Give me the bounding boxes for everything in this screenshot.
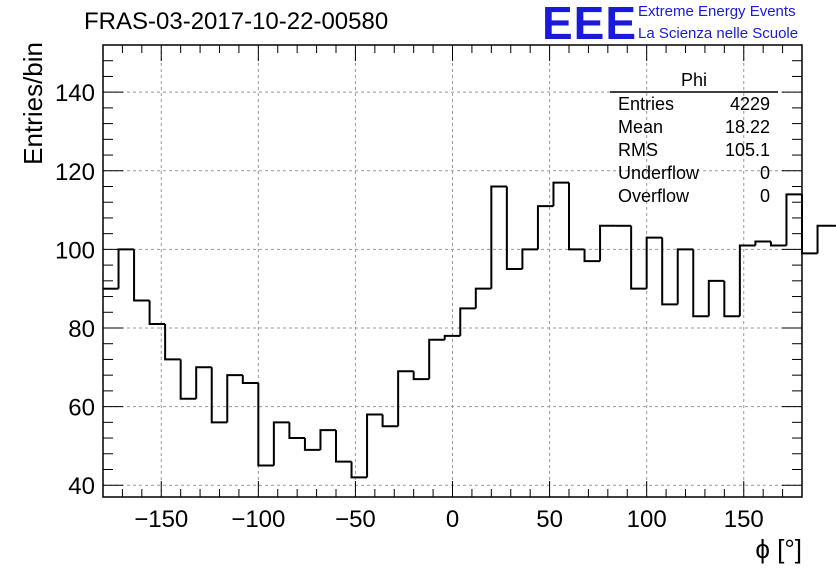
histogram-bin	[412, 371, 430, 381]
stats-value: 105.1	[725, 140, 770, 160]
eee-logo: EEE	[542, 0, 638, 49]
x-tick-label: 0	[446, 506, 459, 533]
histogram-bin	[459, 307, 476, 336]
histogram-bin	[117, 248, 135, 289]
stats-value: 0	[760, 163, 770, 183]
logo-caption-line1: Extreme Energy Events	[638, 3, 796, 20]
histogram-bin	[272, 421, 290, 466]
histogram-bin	[568, 182, 585, 251]
x-tick-label: 150	[724, 506, 764, 533]
histogram-bin	[303, 438, 321, 451]
stats-label: Underflow	[618, 163, 700, 183]
histogram-bin	[505, 186, 523, 271]
histogram-bin	[381, 414, 399, 428]
stats-label: RMS	[618, 140, 658, 160]
histogram-bin	[133, 249, 150, 302]
histogram-bin	[164, 324, 181, 361]
histogram-bin	[335, 430, 352, 463]
histogram-bin	[599, 224, 616, 262]
histogram-bin	[769, 241, 787, 247]
stats-value: 4229	[730, 94, 770, 114]
x-tick-label: 50	[536, 506, 563, 533]
histogram-bin	[490, 185, 507, 289]
histogram-bin	[801, 194, 818, 255]
x-tick-label: −150	[134, 506, 188, 533]
histogram-bin	[661, 237, 678, 306]
histogram-bin	[319, 429, 336, 450]
histogram-bin	[754, 240, 771, 246]
histogram-bin	[521, 248, 538, 270]
histogram-bin	[148, 300, 166, 326]
histogram-bin	[195, 366, 212, 399]
histogram-bin	[443, 334, 461, 340]
histogram-bin	[785, 193, 802, 246]
stats-label: Overflow	[618, 186, 690, 206]
histogram-bin	[738, 244, 756, 317]
histogram-bin	[583, 249, 601, 263]
x-tick-label: −50	[335, 506, 376, 533]
histogram-bin	[474, 287, 492, 309]
stats-label: Mean	[618, 117, 663, 137]
y-tick-label: 40	[68, 473, 95, 500]
y-tick-label: 120	[55, 159, 95, 186]
histogram-bin	[630, 225, 647, 290]
histogram-bin	[645, 236, 663, 289]
stats-value: 18.22	[725, 117, 770, 137]
chart-title: FRAS-03-2017-10-22-00580	[84, 8, 389, 35]
histogram-bin	[428, 338, 445, 380]
y-tick-label: 140	[55, 80, 95, 107]
x-tick-label: −100	[231, 506, 285, 533]
histogram-bin	[210, 367, 228, 424]
y-tick-label: 60	[68, 395, 95, 422]
histogram-bin	[536, 205, 554, 250]
y-tick-label: 100	[55, 237, 95, 264]
histogram-bin	[226, 374, 243, 423]
logo-caption-line2: La Scienza nelle Scuole	[638, 25, 799, 42]
histogram-bin	[707, 279, 725, 317]
histogram-bin	[397, 370, 414, 427]
histogram-bin	[692, 249, 709, 318]
x-tick-label: 100	[627, 506, 667, 533]
histogram-bin	[552, 181, 569, 207]
stats-label: Entries	[618, 94, 674, 114]
histogram-bin	[241, 375, 259, 385]
x-axis-label: ϕ [°]	[755, 534, 802, 564]
histogram-bin	[257, 383, 274, 467]
histogram-bin	[179, 359, 197, 400]
y-axis-label: Entries/bin	[18, 42, 48, 165]
histogram-bin	[350, 461, 368, 479]
y-tick-label: 80	[68, 316, 95, 343]
stats-value: 0	[760, 186, 770, 206]
histogram-bin	[288, 422, 305, 440]
histogram-bin	[723, 280, 740, 318]
stats-box-name: Phi	[681, 70, 707, 90]
histogram-bin	[366, 413, 383, 478]
histogram-bin	[676, 248, 694, 305]
histogram-bin	[816, 224, 834, 254]
